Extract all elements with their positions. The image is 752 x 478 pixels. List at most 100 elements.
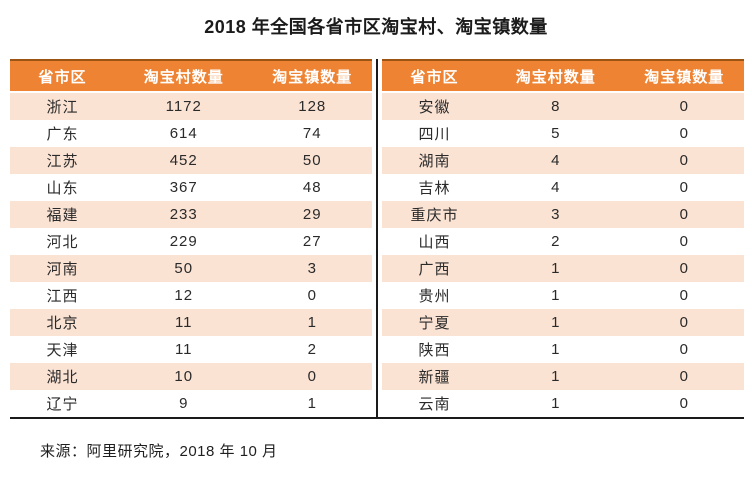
- village-count-cell: 3: [486, 201, 625, 228]
- village-count-cell: 1: [486, 363, 625, 390]
- province-cell: 湖南: [382, 147, 487, 174]
- header-row: 省市区 淘宝村数量 淘宝镇数量: [382, 59, 744, 93]
- province-cell: 山东: [10, 174, 115, 201]
- table-row: 山东 367 48: [10, 174, 372, 201]
- page-title: 2018 年全国各省市区淘宝村、淘宝镇数量: [204, 17, 548, 37]
- column-header: 淘宝镇数量: [624, 59, 744, 93]
- province-cell: 江西: [10, 282, 115, 309]
- table-row: 贵州 1 0: [382, 282, 744, 309]
- table-row: 宁夏 1 0: [382, 309, 744, 336]
- source-note: 来源：阿里研究院，2018 年 10 月: [40, 443, 278, 460]
- province-cell: 河南: [10, 255, 115, 282]
- column-header: 淘宝村数量: [486, 59, 625, 93]
- village-count-cell: 1: [486, 309, 625, 336]
- table-row: 江苏 452 50: [10, 147, 372, 174]
- village-count-cell: 50: [114, 255, 253, 282]
- table-row: 广西 1 0: [382, 255, 744, 282]
- town-count-cell: 27: [252, 228, 372, 255]
- village-count-cell: 4: [486, 174, 625, 201]
- province-cell: 广西: [382, 255, 487, 282]
- town-count-cell: 128: [252, 92, 372, 120]
- table-row: 辽宁 9 1: [10, 390, 372, 417]
- village-count-cell: 614: [114, 120, 253, 147]
- column-header: 省市区: [10, 59, 115, 93]
- village-count-cell: 452: [114, 147, 253, 174]
- table-row: 新疆 1 0: [382, 363, 744, 390]
- province-cell: 云南: [382, 390, 487, 417]
- town-count-cell: 0: [624, 228, 744, 255]
- village-count-cell: 1: [486, 255, 625, 282]
- column-header: 淘宝镇数量: [252, 59, 372, 93]
- province-cell: 贵州: [382, 282, 487, 309]
- province-cell: 浙江: [10, 92, 115, 120]
- province-cell: 广东: [10, 120, 115, 147]
- village-count-cell: 5: [486, 120, 625, 147]
- table-row: 重庆市 3 0: [382, 201, 744, 228]
- table-row: 北京 11 1: [10, 309, 372, 336]
- town-count-cell: 0: [624, 92, 744, 120]
- village-count-cell: 233: [114, 201, 253, 228]
- village-count-cell: 1172: [114, 92, 253, 120]
- town-count-cell: 74: [252, 120, 372, 147]
- table-row: 湖北 10 0: [10, 363, 372, 390]
- town-count-cell: 0: [624, 282, 744, 309]
- province-cell: 安徽: [382, 92, 487, 120]
- province-cell: 吉林: [382, 174, 487, 201]
- province-cell: 天津: [10, 336, 115, 363]
- province-cell: 北京: [10, 309, 115, 336]
- village-count-cell: 4: [486, 147, 625, 174]
- village-count-cell: 1: [486, 336, 625, 363]
- village-count-cell: 9: [114, 390, 253, 417]
- town-count-cell: 1: [252, 390, 372, 417]
- town-count-cell: 48: [252, 174, 372, 201]
- village-count-cell: 11: [114, 336, 253, 363]
- table-row: 福建 233 29: [10, 201, 372, 228]
- town-count-cell: 0: [252, 363, 372, 390]
- province-cell: 四川: [382, 120, 487, 147]
- province-cell: 河北: [10, 228, 115, 255]
- village-count-cell: 1: [486, 282, 625, 309]
- table-row: 湖南 4 0: [382, 147, 744, 174]
- table-row: 陕西 1 0: [382, 336, 744, 363]
- table-row: 河南 50 3: [10, 255, 372, 282]
- table-row: 云南 1 0: [382, 390, 744, 417]
- table-row: 浙江 1172 128: [10, 92, 372, 120]
- province-cell: 新疆: [382, 363, 487, 390]
- column-header: 省市区: [382, 59, 487, 93]
- town-count-cell: 0: [624, 363, 744, 390]
- table-row: 吉林 4 0: [382, 174, 744, 201]
- town-count-cell: 0: [624, 255, 744, 282]
- table-divider-line: [376, 59, 378, 417]
- province-cell: 重庆市: [382, 201, 487, 228]
- town-count-cell: 50: [252, 147, 372, 174]
- town-count-cell: 0: [624, 390, 744, 417]
- village-count-cell: 10: [114, 363, 253, 390]
- province-cell: 山西: [382, 228, 487, 255]
- right-table: 省市区 淘宝村数量 淘宝镇数量 安徽 8 0 四川 5 0 湖南 4 0 吉林 4 0 重庆市 3 0 山西 2 0 广西…: [382, 59, 744, 417]
- village-count-cell: 367: [114, 174, 253, 201]
- table-row: 四川 5 0: [382, 120, 744, 147]
- table-row: 广东 614 74: [10, 120, 372, 147]
- left-table: 省市区 淘宝村数量 淘宝镇数量 浙江 1172 128 广东 614 74 江苏 452 50 山东 36…: [10, 59, 372, 417]
- village-count-cell: 11: [114, 309, 253, 336]
- province-cell: 陕西: [382, 336, 487, 363]
- town-count-cell: 3: [252, 255, 372, 282]
- town-count-cell: 0: [624, 120, 744, 147]
- village-count-cell: 8: [486, 92, 625, 120]
- town-count-cell: 0: [624, 174, 744, 201]
- tables-container: 省市区 淘宝村数量 淘宝镇数量 浙江 1172 128 广东 614 74 江苏 452 50 山东 36…: [10, 59, 744, 419]
- town-count-cell: 29: [252, 201, 372, 228]
- village-count-cell: 1: [486, 390, 625, 417]
- town-count-cell: 0: [252, 282, 372, 309]
- province-cell: 辽宁: [10, 390, 115, 417]
- town-count-cell: 0: [624, 147, 744, 174]
- village-count-cell: 2: [486, 228, 625, 255]
- town-count-cell: 1: [252, 309, 372, 336]
- table-row: 天津 11 2: [10, 336, 372, 363]
- table-row: 山西 2 0: [382, 228, 744, 255]
- table-row: 江西 12 0: [10, 282, 372, 309]
- province-cell: 福建: [10, 201, 115, 228]
- table-row: 河北 229 27: [10, 228, 372, 255]
- table-row: 安徽 8 0: [382, 92, 744, 120]
